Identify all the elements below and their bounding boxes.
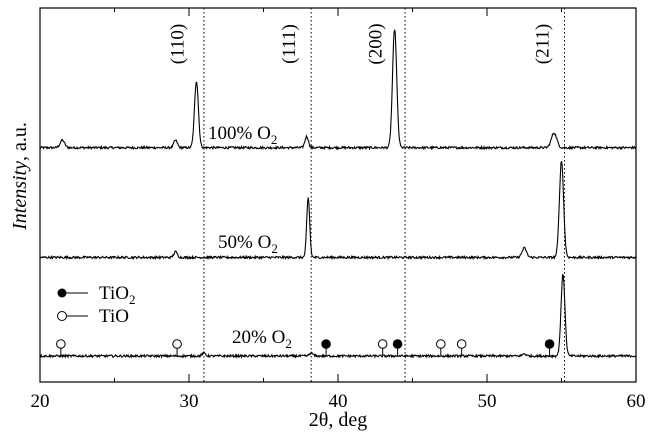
plot-area: 100% O2 50% O2 20% O2 (110) (111) (200) (211)	[39, 7, 637, 383]
series-line-0	[39, 29, 637, 151]
marker-tio-4	[456, 339, 467, 349]
series-label-1: 50% O2	[218, 232, 278, 256]
peak-label-0: (110)	[168, 24, 189, 64]
marker-tio2-1	[392, 339, 403, 349]
peak-label-3: (211)	[533, 24, 554, 64]
marker-tio2-0	[321, 339, 331, 349]
peak-label-1: (111)	[279, 24, 300, 64]
x-tick-label-60: 60	[627, 391, 646, 412]
x-axis: 20 30 40 50 60	[31, 8, 646, 412]
series-line-2	[39, 273, 637, 359]
x-tick-label-30: 30	[180, 391, 199, 412]
x-axis-title: 2θ, deg	[309, 409, 367, 431]
marker-tio-0	[56, 339, 66, 349]
marker-tio-2	[377, 339, 388, 349]
legend-marker-tio2	[57, 288, 67, 298]
marker-tio2-2	[544, 339, 555, 349]
peak-label-2: (200)	[366, 23, 387, 64]
legend-label-tio2: TiO2	[99, 283, 135, 307]
legend-marker-tio	[57, 311, 67, 321]
x-tick-label-20: 20	[31, 391, 50, 412]
legend-label-tio: TiO	[99, 306, 129, 327]
legend: TiO2 TiO	[57, 283, 135, 327]
y-axis-title-rest: , a.u.	[9, 122, 31, 161]
x-tick-label-40: 40	[329, 391, 348, 412]
y-axis-title-italic: Intensity	[9, 161, 31, 231]
marker-tio-1	[172, 339, 182, 349]
x-tick-label-50: 50	[478, 391, 497, 412]
series-label-0: 100% O2	[208, 123, 277, 147]
series-label-2: 20% O2	[232, 327, 292, 351]
series-line-1	[39, 161, 637, 261]
y-axis-title: Intensity, a.u.	[9, 122, 31, 231]
marker-tio-3	[436, 339, 446, 349]
